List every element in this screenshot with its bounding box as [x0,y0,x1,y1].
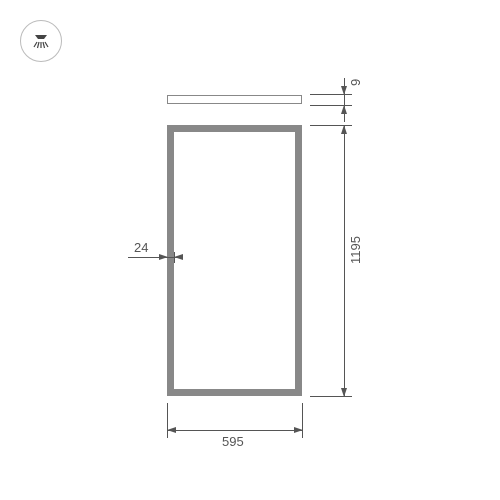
dim-label-thickness: 9 [348,79,363,86]
arrow [339,125,349,135]
downlight-icon [20,20,62,62]
panel-front-view [167,125,302,396]
arrow [339,85,349,95]
arrow [293,425,303,435]
arrow [167,425,177,435]
arrow [174,252,184,262]
dim-label-height: 1195 [348,236,363,264]
dim-label-frame: 24 [134,240,148,255]
dim-line-width [167,430,302,431]
arrow [339,105,349,115]
dim-line-frame [128,257,180,258]
technical-drawing: 595 1195 9 24 [0,0,500,500]
arrow [158,252,168,262]
arrow [339,387,349,397]
dim-label-width: 595 [222,434,244,449]
dim-line-height [344,125,345,396]
panel-side-view [167,95,302,104]
